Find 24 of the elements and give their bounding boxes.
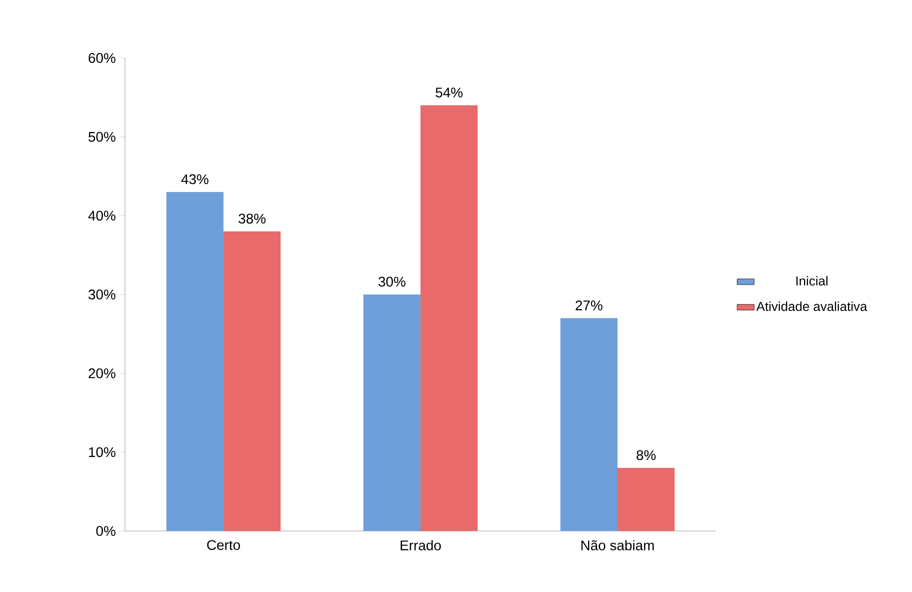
bar bbox=[224, 231, 281, 531]
x-tick-label: Certo bbox=[207, 540, 240, 550]
y-tick-label: 50% bbox=[88, 132, 116, 142]
data-label: 30% bbox=[378, 276, 406, 287]
data-label: 38% bbox=[238, 214, 266, 224]
y-tick-label: 60% bbox=[88, 53, 116, 63]
text: Inicial bbox=[796, 276, 828, 286]
bar bbox=[560, 318, 618, 531]
y-tick-label: 20% bbox=[88, 368, 116, 378]
y-tick-label: 0% bbox=[96, 526, 116, 536]
data-label: 27% bbox=[576, 300, 602, 310]
y-tick-label: 40% bbox=[88, 210, 116, 221]
x-tick-label: Não sabiam bbox=[581, 540, 654, 550]
data-label: 8% bbox=[636, 450, 656, 460]
y-tick-label: 30% bbox=[88, 290, 116, 300]
legend-label: Atividade avaliativa bbox=[756, 301, 868, 312]
bar bbox=[618, 468, 675, 531]
y-tick-label: 10% bbox=[89, 447, 116, 458]
data-label: 54% bbox=[436, 88, 463, 98]
data-label: 43% bbox=[181, 174, 208, 184]
bar bbox=[363, 294, 421, 531]
x-tick-label: Errado bbox=[400, 540, 441, 550]
bar bbox=[420, 105, 478, 531]
bar bbox=[166, 192, 224, 531]
